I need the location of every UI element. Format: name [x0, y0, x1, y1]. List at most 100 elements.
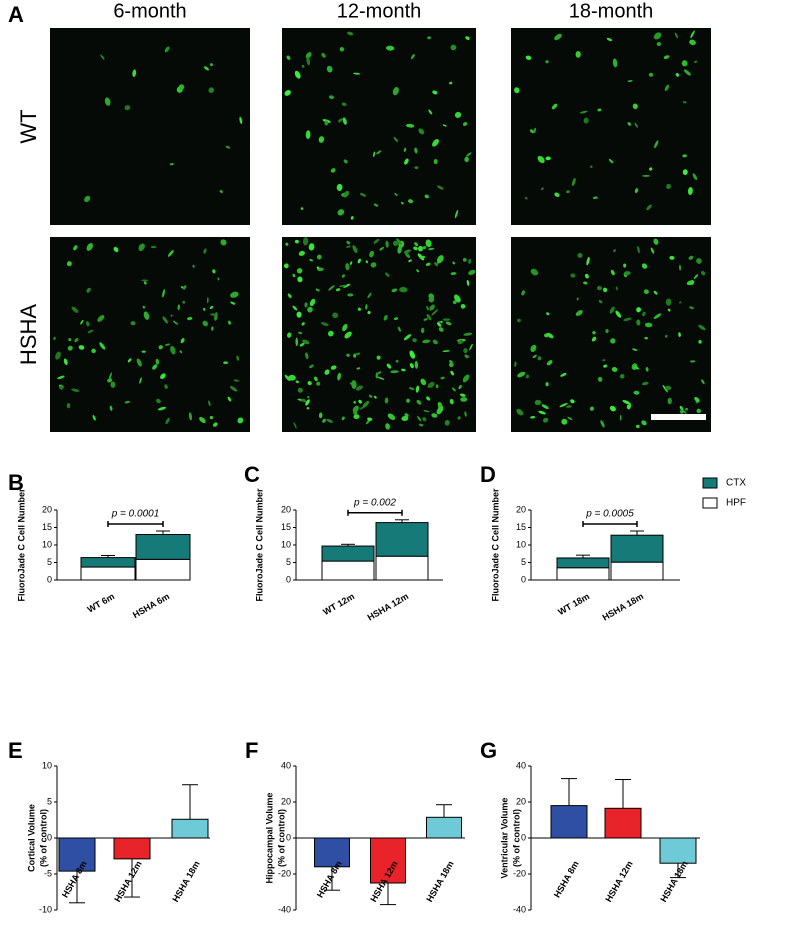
cell [450, 370, 455, 376]
cell [463, 348, 468, 354]
cell [150, 245, 157, 249]
cell [424, 194, 429, 199]
cell [409, 363, 414, 369]
micrograph [511, 28, 711, 225]
cell [339, 47, 345, 52]
cell [418, 128, 425, 135]
cell [376, 355, 381, 360]
cell [464, 411, 467, 417]
cell [315, 288, 320, 292]
cell [299, 342, 305, 347]
cell [698, 339, 702, 344]
cell [693, 274, 699, 280]
cell [589, 406, 594, 411]
cell [579, 110, 588, 114]
cell [606, 37, 613, 42]
cell [67, 345, 73, 351]
cell [104, 97, 111, 106]
cell [307, 395, 310, 399]
cell [525, 55, 532, 60]
cell [80, 319, 84, 325]
cell [427, 381, 435, 388]
y-tick-label: 20 [516, 796, 526, 806]
cell [538, 410, 546, 415]
cell [460, 304, 466, 309]
bar-segment [375, 555, 429, 581]
cell [408, 199, 413, 204]
cell [683, 69, 691, 76]
cell [384, 397, 389, 404]
cell [346, 353, 350, 357]
panel-label: D [480, 462, 496, 487]
cell [632, 348, 638, 351]
cell [57, 375, 65, 380]
bar-segment [610, 561, 664, 581]
cell [417, 415, 422, 422]
cell [650, 247, 655, 254]
cell [326, 418, 333, 423]
x-tick-label: HSHA 6m [131, 591, 171, 620]
cell [370, 262, 377, 268]
cell [700, 270, 706, 276]
cell [452, 387, 456, 392]
y-axis-label: Ventricular Volume [499, 798, 509, 879]
cell [603, 287, 608, 293]
cell [206, 296, 209, 304]
cell [468, 258, 472, 264]
bar [659, 837, 697, 864]
cell [304, 352, 309, 360]
cell [87, 329, 94, 334]
cell [416, 269, 420, 273]
cell [405, 252, 411, 258]
cell [203, 307, 206, 311]
cell [517, 318, 521, 323]
cell [397, 245, 402, 254]
bar-segment [375, 522, 429, 557]
cell [633, 365, 640, 370]
cell [583, 117, 589, 124]
legend-swatch [702, 477, 718, 489]
cell [164, 343, 171, 346]
cell [682, 101, 687, 104]
y-tick-label: 20 [42, 504, 52, 514]
cell [530, 268, 539, 276]
cell [297, 387, 303, 393]
cell [463, 332, 473, 336]
cell [440, 376, 445, 380]
cell [674, 32, 678, 39]
cell [341, 274, 346, 278]
cell [524, 197, 528, 200]
cell [546, 332, 554, 339]
cell [328, 95, 335, 100]
cell [100, 54, 105, 60]
cell [462, 374, 470, 383]
cell [203, 66, 209, 71]
cell [219, 189, 223, 194]
panel-label: G [480, 738, 497, 763]
cell [541, 404, 549, 410]
y-axis-label: (% of control) [511, 809, 521, 867]
y-tick-label: -20 [278, 868, 291, 878]
cell [422, 417, 427, 422]
cell [365, 260, 368, 264]
bar [171, 818, 209, 839]
cell [464, 156, 469, 163]
cell [164, 384, 168, 389]
bar [370, 837, 406, 884]
cell [431, 413, 438, 418]
cell [690, 30, 695, 39]
cell [679, 301, 682, 304]
cell [675, 72, 680, 77]
cell [330, 168, 336, 173]
cell [298, 250, 305, 256]
cell [514, 87, 520, 94]
cell [187, 316, 193, 321]
cell [433, 159, 438, 165]
cell [295, 337, 298, 347]
cell [566, 190, 570, 194]
row-header: WT [16, 109, 41, 143]
cell [393, 317, 399, 321]
cell [534, 399, 542, 406]
cell [365, 304, 368, 310]
